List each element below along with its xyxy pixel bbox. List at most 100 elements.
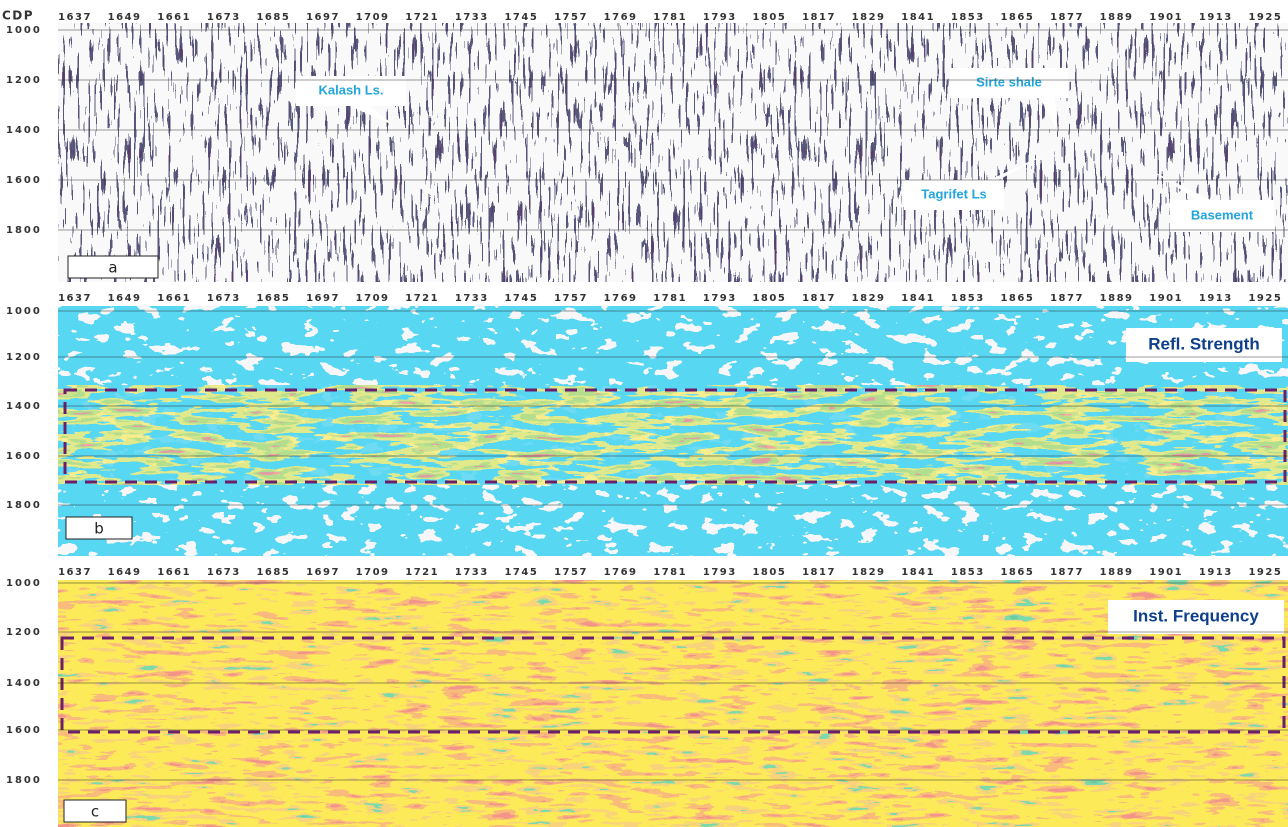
cdp-tick-label: 1901 xyxy=(1149,567,1183,578)
cdp-tick-label: 1877 xyxy=(1050,12,1084,23)
panel-title: Inst. Frequency xyxy=(1133,606,1259,625)
cdp-tick-label: 1769 xyxy=(604,12,638,23)
seismic-section xyxy=(58,22,1288,282)
cdp-tick-label: 1697 xyxy=(306,567,340,578)
cdp-tick-label: 1829 xyxy=(852,12,886,23)
time-tick-label: 1800 xyxy=(6,225,42,236)
cdp-tick-label: 1745 xyxy=(504,567,538,578)
cdp-tick-label: 1733 xyxy=(455,293,489,304)
annotation: Kalash Ls. xyxy=(318,82,383,97)
time-tick-label: 1600 xyxy=(6,725,42,736)
cdp-tick-label: 1649 xyxy=(108,12,142,23)
cdp-tick-label: 1637 xyxy=(58,567,92,578)
cdp-tick-label: 1913 xyxy=(1199,12,1233,23)
cdp-tick-label: 1925 xyxy=(1248,12,1282,23)
cdp-tick-label: 1817 xyxy=(802,12,836,23)
panel-label: c xyxy=(91,803,99,821)
time-tick-label: 1000 xyxy=(6,306,42,317)
cdp-tick-label: 1649 xyxy=(108,567,142,578)
cdp-tick-label: 1685 xyxy=(256,12,290,23)
cdp-tick-label: 1733 xyxy=(455,12,489,23)
cdp-tick-label: 1877 xyxy=(1050,293,1084,304)
cdp-tick-label: 1769 xyxy=(604,567,638,578)
cdp-tick-label: 1877 xyxy=(1050,567,1084,578)
cdp-tick-label: 1685 xyxy=(256,293,290,304)
cdp-tick-label: 1721 xyxy=(405,12,439,23)
instantaneous-frequency-section xyxy=(58,580,1288,827)
cdp-tick-label: 1865 xyxy=(1000,567,1034,578)
time-tick-label: 1800 xyxy=(6,500,42,511)
cdp-tick-label: 1649 xyxy=(108,293,142,304)
cdp-tick-label: 1913 xyxy=(1199,293,1233,304)
time-tick-label: 1800 xyxy=(6,775,42,786)
cdp-tick-label: 1757 xyxy=(554,12,588,23)
cdp-tick-label: 1637 xyxy=(58,12,92,23)
annotation: Sirte shale xyxy=(976,74,1042,89)
cdp-tick-label: 1709 xyxy=(356,293,390,304)
panel-label: a xyxy=(108,259,117,277)
cdp-tick-label: 1781 xyxy=(653,567,687,578)
cdp-tick-label: 1841 xyxy=(901,293,935,304)
cdp-tick-label: 1697 xyxy=(306,12,340,23)
cdp-tick-label: 1925 xyxy=(1248,567,1282,578)
cdp-tick-label: 1793 xyxy=(703,293,737,304)
cdp-tick-label: 1793 xyxy=(703,12,737,23)
cdp-tick-label: 1829 xyxy=(852,293,886,304)
cdp-tick-label: 1853 xyxy=(951,12,985,23)
cdp-tick-label: 1661 xyxy=(157,293,191,304)
panel-title: Refl. Strength xyxy=(1148,334,1259,353)
cdp-tick-label: 1781 xyxy=(653,12,687,23)
cdp-tick-label: 1817 xyxy=(802,293,836,304)
cdp-tick-label: 1853 xyxy=(951,293,985,304)
time-tick-label: 1000 xyxy=(6,578,42,589)
annotation: Tagrifet Ls xyxy=(921,186,987,201)
cdp-tick-label: 1817 xyxy=(802,567,836,578)
cdp-tick-label: 1721 xyxy=(405,567,439,578)
time-tick-label: 1200 xyxy=(6,75,42,86)
time-tick-label: 1400 xyxy=(6,678,42,689)
panel-label: b xyxy=(94,520,104,538)
cdp-tick-label: 1673 xyxy=(207,293,241,304)
time-tick-label: 1400 xyxy=(6,125,42,136)
cdp-tick-label: 1769 xyxy=(604,293,638,304)
cdp-tick-label: 1757 xyxy=(554,293,588,304)
cdp-tick-label: 1913 xyxy=(1199,567,1233,578)
cdp-tick-label: 1673 xyxy=(207,567,241,578)
cdp-tick-label: 1685 xyxy=(256,567,290,578)
time-tick-label: 1000 xyxy=(6,25,42,36)
cdp-tick-label: 1781 xyxy=(653,293,687,304)
cdp-tick-label: 1865 xyxy=(1000,293,1034,304)
cdp-tick-label: 1841 xyxy=(901,12,935,23)
cdp-tick-label: 1637 xyxy=(58,293,92,304)
cdp-tick-label: 1865 xyxy=(1000,12,1034,23)
cdp-label: CDP xyxy=(2,9,34,23)
cdp-tick-label: 1721 xyxy=(405,293,439,304)
figure: CDP Kalash Ls. Sirte shale Tagrifet Ls B… xyxy=(0,0,1288,827)
cdp-tick-label: 1733 xyxy=(455,567,489,578)
cdp-tick-label: 1793 xyxy=(703,567,737,578)
cdp-tick-label: 1889 xyxy=(1100,567,1134,578)
cdp-tick-label: 1841 xyxy=(901,567,935,578)
cdp-tick-label: 1805 xyxy=(752,567,786,578)
time-tick-label: 1600 xyxy=(6,451,42,462)
cdp-tick-label: 1889 xyxy=(1100,293,1134,304)
cdp-tick-label: 1709 xyxy=(356,12,390,23)
cdp-tick-label: 1925 xyxy=(1248,293,1282,304)
cdp-tick-label: 1709 xyxy=(356,567,390,578)
cdp-tick-label: 1745 xyxy=(504,293,538,304)
cdp-tick-label: 1901 xyxy=(1149,12,1183,23)
cdp-tick-label: 1697 xyxy=(306,293,340,304)
time-tick-label: 1400 xyxy=(6,401,42,412)
cdp-tick-label: 1889 xyxy=(1100,12,1134,23)
cdp-tick-label: 1829 xyxy=(852,567,886,578)
time-tick-label: 1200 xyxy=(6,352,42,363)
annotation: Basement xyxy=(1191,207,1254,222)
cdp-tick-label: 1673 xyxy=(207,12,241,23)
cdp-tick-label: 1661 xyxy=(157,567,191,578)
reflection-strength-band xyxy=(58,385,1288,485)
cdp-tick-label: 1661 xyxy=(157,12,191,23)
cdp-tick-label: 1853 xyxy=(951,567,985,578)
time-tick-label: 1600 xyxy=(6,175,42,186)
cdp-tick-label: 1805 xyxy=(752,293,786,304)
cdp-tick-label: 1757 xyxy=(554,567,588,578)
